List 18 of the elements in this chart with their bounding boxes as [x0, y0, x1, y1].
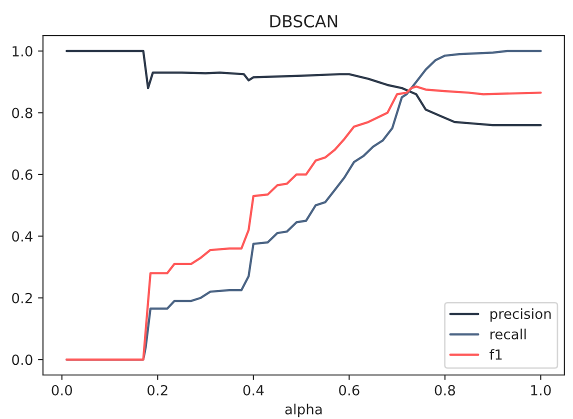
x-tick-label: 0.6 — [339, 384, 360, 396]
x-tick-label: 0.8 — [434, 384, 456, 396]
y-tick-label: 0.2 — [12, 292, 32, 304]
y-tick-label: 0.0 — [12, 354, 32, 366]
x-tick-label: 1.0 — [531, 384, 551, 396]
legend-label: f1 — [490, 349, 502, 360]
y-tick-label: 1.0 — [12, 46, 32, 57]
x-tick-label: 0.4 — [243, 384, 264, 396]
y-tick-label: 0.6 — [12, 169, 32, 180]
line-series — [66, 50, 542, 126]
x-tick-label: 0.0 — [52, 384, 72, 396]
legend-label: precision — [490, 308, 551, 322]
chart-title: DBSCAN — [270, 14, 338, 28]
x-axis-title: alpha — [285, 404, 322, 418]
y-tick-label: 0.4 — [12, 231, 32, 242]
y-tick-label: 0.8 — [12, 108, 32, 118]
x-tick-label: 0.2 — [148, 384, 168, 396]
legend-label: recall — [490, 328, 526, 340]
